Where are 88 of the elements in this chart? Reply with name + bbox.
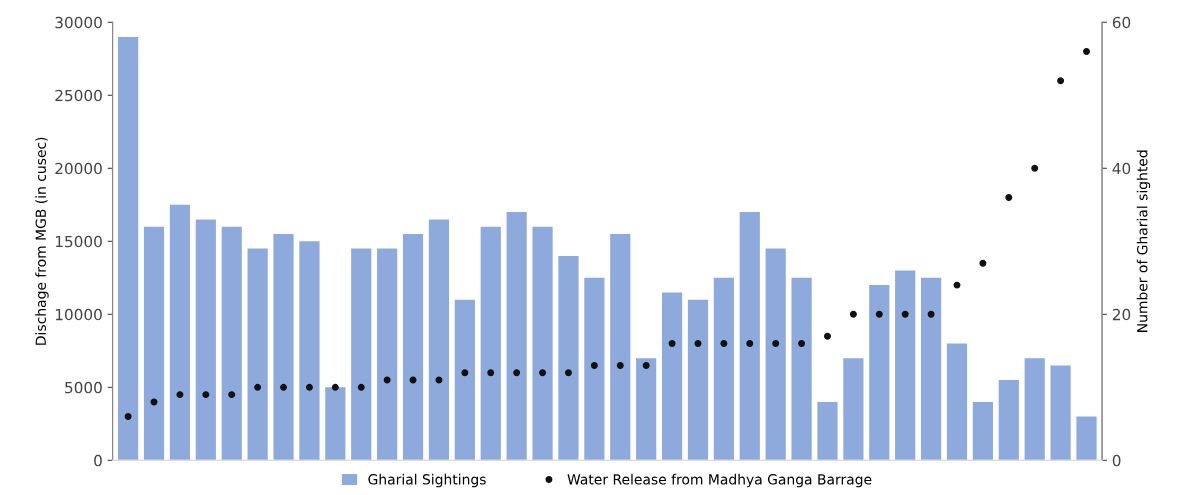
bar	[739, 212, 760, 461]
point	[539, 369, 547, 377]
bar	[972, 401, 993, 461]
bar	[454, 299, 475, 461]
bar	[532, 226, 553, 461]
point	[124, 413, 132, 421]
point	[927, 310, 935, 318]
point	[1031, 164, 1039, 172]
point	[642, 361, 650, 369]
bar	[869, 285, 890, 461]
bar	[998, 380, 1019, 461]
point	[176, 391, 184, 399]
bar	[143, 226, 165, 461]
point	[383, 376, 391, 384]
bar	[687, 299, 709, 461]
y-tick-label: 15000	[55, 235, 102, 248]
bar	[584, 277, 605, 461]
point	[901, 310, 909, 318]
bar	[817, 401, 838, 461]
bar	[221, 226, 242, 461]
point	[254, 383, 262, 391]
bar	[480, 226, 501, 461]
bar	[299, 241, 320, 461]
y-tick-label: 0	[94, 454, 102, 467]
bar	[946, 343, 968, 461]
point	[953, 281, 961, 289]
point	[590, 361, 598, 369]
point	[772, 340, 780, 348]
point	[798, 340, 806, 348]
point	[228, 391, 236, 399]
point	[849, 310, 857, 318]
point	[824, 332, 831, 340]
y2-tick-label: 20	[1112, 308, 1131, 321]
bar	[195, 219, 216, 461]
point	[564, 369, 572, 377]
bar	[506, 212, 527, 461]
bar	[1024, 358, 1045, 461]
y-tick-label: 20000	[55, 162, 102, 175]
bar	[895, 270, 916, 461]
bar	[636, 358, 657, 461]
bar	[247, 248, 268, 461]
y2-axis-title: Number of Gharial sighted	[1136, 150, 1151, 332]
point	[694, 340, 702, 348]
legend-label: Water Release from Madhya Ganga Barrage	[567, 473, 872, 488]
point	[331, 383, 339, 391]
bar	[118, 36, 139, 461]
bar	[351, 248, 372, 461]
point	[461, 369, 469, 377]
bar	[843, 358, 864, 461]
y-axis-title: Dischage from MGB (in cusec)	[35, 137, 49, 345]
y-tick-label: 30000	[55, 16, 102, 29]
bar	[428, 219, 450, 461]
point	[875, 310, 883, 318]
bar	[713, 277, 734, 461]
y-tick-label: 10000	[55, 308, 102, 321]
bar	[610, 234, 631, 461]
point	[1057, 77, 1065, 85]
bar	[402, 234, 424, 461]
bar	[1050, 365, 1071, 461]
point	[305, 383, 313, 391]
bar	[765, 248, 786, 461]
y2-tick-label: 40	[1112, 162, 1131, 175]
point	[357, 383, 365, 391]
point	[616, 361, 624, 369]
y-tick-label: 5000	[65, 381, 102, 394]
bar	[273, 234, 294, 461]
point	[280, 383, 288, 391]
bar	[377, 248, 398, 461]
bar	[325, 387, 346, 461]
point	[746, 340, 754, 348]
point	[668, 340, 676, 348]
bar	[791, 277, 812, 461]
point	[720, 340, 728, 348]
bar	[558, 255, 579, 461]
bar	[169, 204, 191, 461]
y-tick-label: 25000	[55, 89, 102, 102]
point	[979, 259, 987, 267]
bar	[661, 292, 683, 461]
y2-tick-label: 0	[1112, 454, 1121, 467]
legend-label: Gharial Sightings	[368, 473, 486, 488]
point	[513, 369, 521, 377]
point	[1005, 194, 1013, 201]
y2-tick-label: 60	[1112, 16, 1131, 29]
bar	[1076, 416, 1097, 461]
point	[1083, 48, 1090, 55]
bar	[920, 277, 942, 461]
point	[202, 391, 210, 399]
point	[487, 369, 495, 377]
